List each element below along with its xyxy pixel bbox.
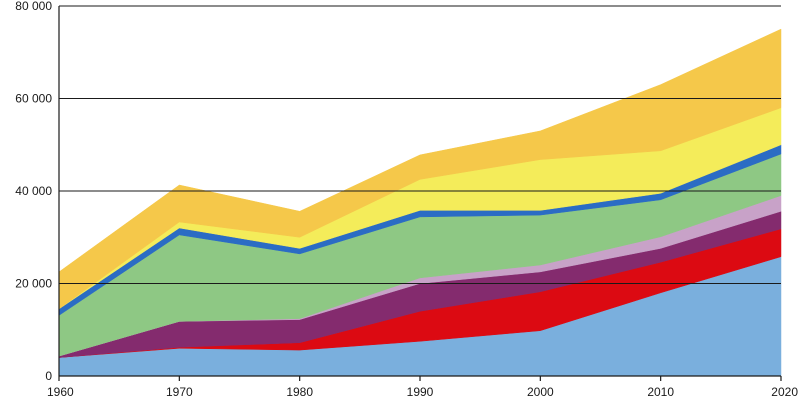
area-series-group: [58, 28, 782, 377]
y-tick-label-3: 60 000: [15, 92, 52, 106]
y-tick-label-2: 40 000: [15, 184, 52, 198]
x-tick-label-4: 2000: [527, 385, 554, 399]
x-tick-label-1: 1970: [166, 385, 193, 399]
x-tick-label-5: 2010: [647, 385, 674, 399]
x-tick-label-3: 1990: [407, 385, 434, 399]
area-series-8: [58, 28, 782, 310]
y-tick-label-1: 20 000: [15, 277, 52, 291]
x-tick-label-2: 1980: [286, 385, 313, 399]
y-tick-label-0: 0: [45, 369, 52, 383]
gridlines: [59, 5, 781, 284]
x-tick-label-0: 1960: [47, 385, 74, 399]
x-tick-label-6: 2020: [771, 385, 798, 399]
axes: [58, 6, 782, 381]
x-tick-labels: 1960 1970 1980 1990 2000 2010 2020: [47, 385, 798, 399]
y-tick-label-4: 80 000: [15, 0, 52, 13]
y-tick-labels: 0 20 000 40 000 60 000 80 000: [15, 0, 52, 383]
